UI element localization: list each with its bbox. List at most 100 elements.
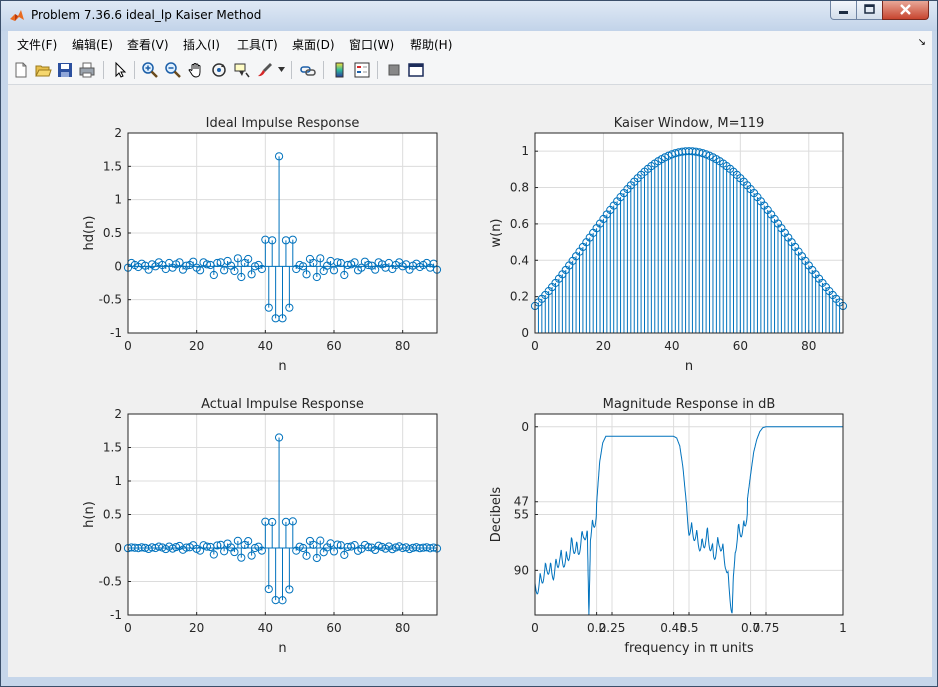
menu-file[interactable]: 文件(F) xyxy=(17,38,58,52)
y-tick-label: -0.5 xyxy=(99,575,122,589)
stem-marker xyxy=(374,541,383,550)
chevron-down-icon[interactable] xyxy=(278,67,285,72)
print-icon[interactable] xyxy=(78,61,96,79)
magnitude-line xyxy=(534,426,843,616)
x-tick-label: 0.75 xyxy=(753,621,780,635)
stem-marker xyxy=(189,257,198,266)
x-tick-label: 80 xyxy=(395,339,410,353)
x-tick-label: 60 xyxy=(326,621,341,635)
close-button[interactable] xyxy=(882,1,929,20)
stem-series xyxy=(123,152,442,323)
y-tick-label: 1 xyxy=(114,474,122,488)
menu-insert[interactable]: 插入(I) xyxy=(183,38,220,52)
menu-edit[interactable]: 编辑(E) xyxy=(72,38,113,52)
stem-marker xyxy=(233,536,242,545)
stem-marker xyxy=(237,272,246,282)
save-icon[interactable] xyxy=(56,61,74,79)
axes-2 xyxy=(530,132,848,334)
stem-marker xyxy=(202,260,212,269)
stem-marker xyxy=(698,149,707,158)
colorbar-icon[interactable] xyxy=(331,61,349,79)
minimize-button[interactable] xyxy=(830,1,857,20)
y-tick-label: 1.5 xyxy=(103,441,122,455)
y-tick-label: 47 xyxy=(514,495,529,509)
x-tick-label: 0.5 xyxy=(679,621,698,635)
y-tick-label: 0.5 xyxy=(103,226,122,240)
stem-marker xyxy=(295,260,304,270)
menu-help[interactable]: 帮助(H) xyxy=(410,38,453,52)
y-tick-label: 2 xyxy=(114,407,122,421)
data-cursor-icon[interactable] xyxy=(233,61,251,79)
minimize-icon xyxy=(839,11,848,14)
menu-view[interactable]: 查看(V) xyxy=(127,38,169,52)
y-tick-label: 0.2 xyxy=(510,290,529,304)
y-tick-label: -1 xyxy=(110,326,122,340)
title-bar[interactable]: Problem 7.36.6 ideal_lp Kaiser Method xyxy=(1,1,937,31)
stem-marker xyxy=(233,254,242,263)
y-tick-label: 0.6 xyxy=(510,217,529,231)
stem-marker xyxy=(288,235,297,244)
hide-tools-icon[interactable] xyxy=(385,61,403,79)
toolbar-separator xyxy=(134,61,135,79)
link-icon[interactable] xyxy=(299,61,317,79)
window-title: Problem 7.36.6 ideal_lp Kaiser Method xyxy=(31,8,262,22)
chart-title: Magnitude Response in dB xyxy=(603,397,776,412)
y-tick-label: 0 xyxy=(114,541,122,555)
pointer-icon[interactable] xyxy=(111,61,129,79)
maximize-button[interactable] xyxy=(856,1,883,20)
axes-4 xyxy=(534,413,844,616)
toolbar-separator xyxy=(323,61,324,79)
matlab-logo-icon xyxy=(10,10,24,21)
menu-window[interactable]: 窗口(W) xyxy=(349,38,395,52)
stem-marker xyxy=(264,584,273,594)
y-axis-label: w(n) xyxy=(489,218,504,247)
stem-marker xyxy=(274,433,284,442)
stem-marker xyxy=(247,551,256,560)
x-tick-label: 40 xyxy=(258,621,273,635)
maximize-icon xyxy=(864,4,875,14)
stem-marker xyxy=(288,517,297,526)
menu-overflow-icon[interactable]: ↘ xyxy=(917,37,926,48)
x-tick-label: 1 xyxy=(839,621,847,635)
axes-3 xyxy=(123,413,442,616)
stem-marker xyxy=(182,261,191,270)
stem-marker xyxy=(302,551,311,560)
y-tick-label: 0.8 xyxy=(510,181,529,195)
stem-marker xyxy=(268,236,277,245)
axes-frame xyxy=(534,132,844,334)
legend-icon[interactable] xyxy=(353,61,371,79)
stem-marker xyxy=(295,542,304,551)
stem-marker xyxy=(312,272,321,282)
zoom-in-icon[interactable] xyxy=(141,61,159,79)
x-tick-label: 20 xyxy=(596,339,611,353)
y-tick-label: 1 xyxy=(114,193,122,207)
y-tick-label: 0 xyxy=(521,420,529,434)
stem-marker xyxy=(274,152,284,161)
menu-desktop[interactable]: 桌面(D) xyxy=(292,38,335,52)
x-tick-label: 0 xyxy=(124,621,132,635)
pan-icon[interactable] xyxy=(187,61,205,79)
rotate-icon[interactable] xyxy=(210,61,228,79)
stem-marker xyxy=(340,270,349,280)
y-tick-label: -0.5 xyxy=(99,293,122,307)
stem-marker xyxy=(302,270,311,279)
axes-frame xyxy=(127,413,438,616)
axes-frame xyxy=(127,132,438,334)
stem-marker xyxy=(202,542,212,551)
open-file-icon[interactable] xyxy=(34,61,52,79)
figure-canvas[interactable]: 0 20 40 60 80 -1 -0.5 0 0.5 1 1.5 2 Ideal Impulse Re… xyxy=(8,85,932,677)
x-axis-label: n xyxy=(278,359,286,374)
chart-title: Actual Impulse Response xyxy=(201,397,364,412)
menu-tools[interactable]: 工具(T) xyxy=(237,38,278,52)
brush-icon[interactable] xyxy=(256,61,274,79)
x-tick-label: 40 xyxy=(664,339,679,353)
stem-marker xyxy=(213,541,222,550)
zoom-out-icon[interactable] xyxy=(164,61,182,79)
new-figure-icon[interactable] xyxy=(12,61,30,79)
dock-icon[interactable] xyxy=(407,61,425,79)
y-tick-label: 0.5 xyxy=(103,508,122,522)
x-tick-label: 80 xyxy=(801,339,816,353)
x-tick-label: 40 xyxy=(258,339,273,353)
window-bottom-border xyxy=(8,677,932,681)
